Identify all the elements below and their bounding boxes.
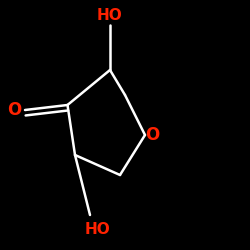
Text: HO: HO [84,222,110,238]
Text: O: O [6,101,21,119]
Text: O: O [146,126,160,144]
Text: HO: HO [97,8,123,22]
